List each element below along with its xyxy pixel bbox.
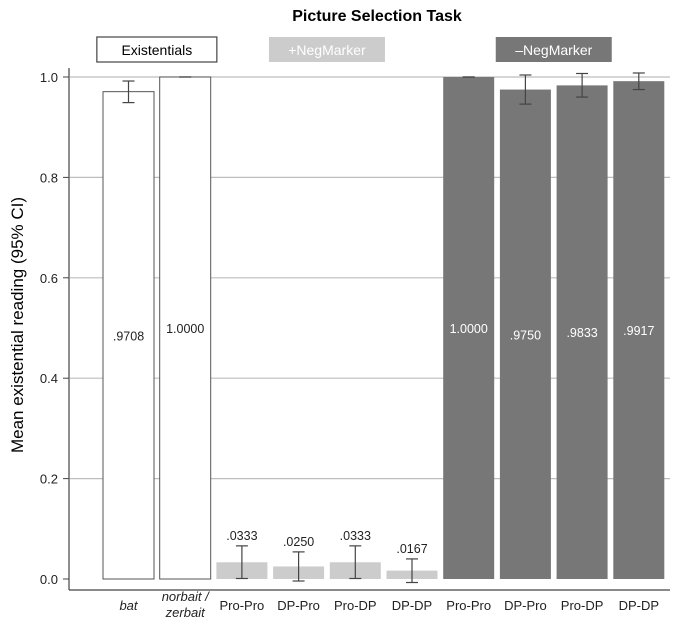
group-label-box bbox=[96, 36, 218, 63]
group-label-dark: –NegMarker bbox=[495, 37, 612, 62]
error-bar bbox=[292, 551, 305, 582]
axes bbox=[68, 68, 670, 591]
group-label-box bbox=[268, 37, 385, 62]
error-bars bbox=[122, 72, 645, 584]
x-tick-label: Pro-DP bbox=[561, 598, 604, 613]
data-labels: .9708 1.0000 .0333 .0250 .0333 .0167 1.0000 .97… bbox=[113, 322, 655, 556]
chart-title: Picture Selection Task bbox=[292, 8, 462, 25]
x-tick-label: Pro-Pro bbox=[446, 598, 491, 613]
y-tick-label: 0.6 bbox=[40, 271, 58, 286]
data-label: .0167 bbox=[396, 542, 427, 556]
y-tick-label: 0.4 bbox=[40, 371, 58, 386]
bar bbox=[443, 77, 495, 579]
data-label: .9917 bbox=[623, 324, 654, 338]
x-tick-label: Pro-Pro bbox=[220, 598, 265, 613]
group-label-light: +NegMarker bbox=[268, 37, 385, 62]
bar bbox=[159, 76, 212, 580]
error-bar bbox=[406, 558, 418, 584]
error-bar bbox=[519, 74, 532, 105]
data-label: .9708 bbox=[113, 329, 144, 343]
bar bbox=[102, 91, 155, 580]
group-label-text: Existentials bbox=[121, 42, 192, 58]
group-label-box bbox=[495, 37, 612, 62]
group-label-text: +NegMarker bbox=[288, 42, 366, 58]
data-label: .0333 bbox=[340, 529, 371, 543]
error-bar bbox=[632, 72, 645, 91]
data-label: .0250 bbox=[283, 535, 314, 549]
y-tick-label: 1.0 bbox=[40, 70, 58, 85]
group-label-text: –NegMarker bbox=[515, 42, 592, 58]
y-axis-ticks: 0.0 0.2 0.4 0.6 0.8 1.0 bbox=[40, 70, 69, 587]
error-bar bbox=[349, 545, 362, 580]
x-axis-ticks: bat norbait /zerbait Pro-Pro DP-Pro Pro-DP DP… bbox=[119, 589, 659, 619]
x-tick-label: DP-DP bbox=[392, 598, 432, 613]
bars bbox=[102, 76, 665, 580]
x-tick-label: bat bbox=[119, 598, 138, 613]
x-tick-label: zerbait bbox=[165, 605, 206, 619]
data-label: .9750 bbox=[510, 328, 541, 342]
x-tick-label: norbait / bbox=[162, 589, 210, 604]
bar bbox=[613, 81, 665, 580]
y-tick-label: 0.0 bbox=[40, 572, 58, 587]
error-bar bbox=[576, 72, 589, 98]
y-tick-label: 0.2 bbox=[40, 472, 58, 487]
group-labels: Existentials +NegMarker –NegMarker bbox=[96, 36, 612, 63]
x-tick-label: Pro-DP bbox=[334, 598, 377, 613]
x-tick-label: DP-Pro bbox=[277, 598, 320, 613]
x-tick-label: DP-Pro bbox=[504, 598, 547, 613]
group-label-outline: Existentials bbox=[96, 36, 218, 63]
x-tick-label: DP-DP bbox=[619, 598, 659, 613]
data-label: 1.0000 bbox=[166, 322, 204, 336]
y-tick-label: 0.8 bbox=[40, 170, 58, 185]
bar bbox=[499, 89, 551, 580]
error-bar bbox=[122, 80, 135, 104]
data-label: .9833 bbox=[566, 326, 597, 340]
y-axis-label: Mean existential reading (95% CI) bbox=[8, 197, 27, 453]
error-bar bbox=[235, 545, 248, 580]
data-label: 1.0000 bbox=[450, 322, 488, 336]
data-label: .0333 bbox=[226, 529, 257, 543]
bar bbox=[556, 85, 608, 580]
